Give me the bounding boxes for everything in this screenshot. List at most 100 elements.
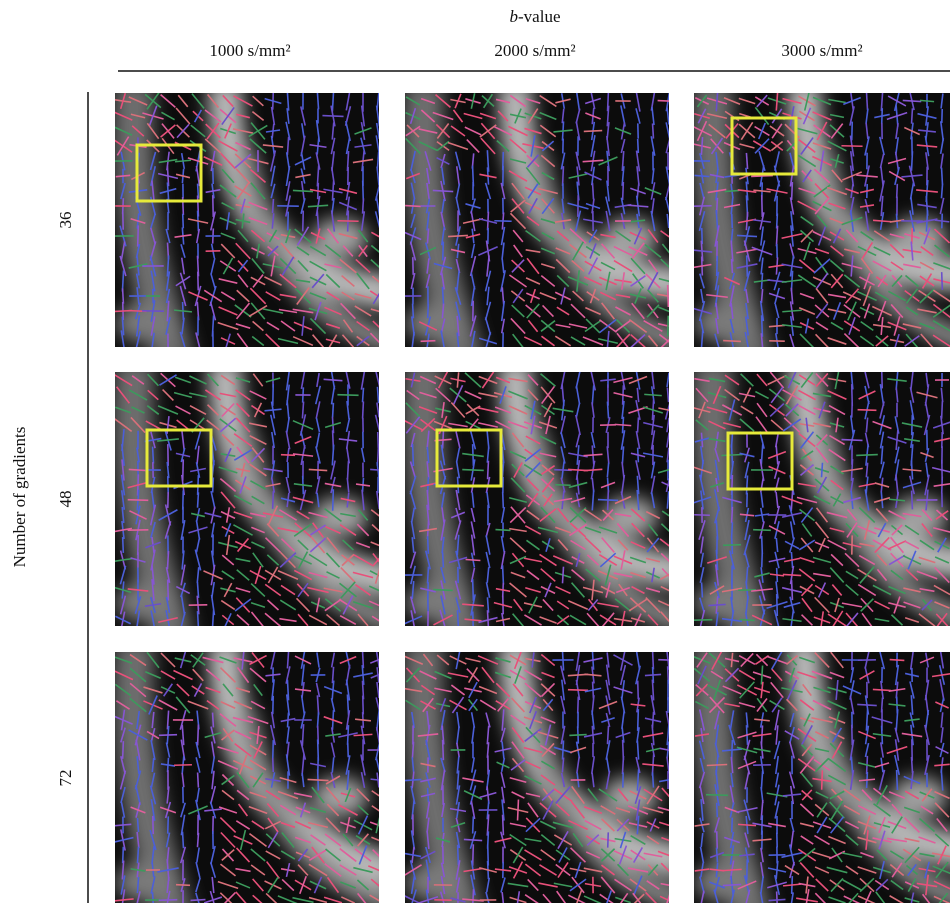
fiber — [309, 469, 327, 470]
fiber — [645, 674, 661, 675]
fiber — [198, 492, 199, 507]
fiber — [777, 892, 778, 903]
fiber — [433, 590, 452, 591]
fiber — [638, 139, 639, 153]
fiber — [159, 900, 178, 901]
fiber — [197, 833, 198, 847]
fiber — [653, 651, 654, 670]
fiber — [213, 713, 214, 728]
fiber — [867, 92, 868, 110]
fiber — [732, 818, 733, 833]
fiber — [363, 401, 364, 418]
fiber — [183, 832, 184, 849]
fiber — [942, 401, 943, 418]
fiber — [747, 859, 748, 880]
row-label: 36 — [56, 212, 76, 229]
fiber — [503, 565, 504, 584]
fiber — [427, 228, 428, 243]
title-rest: -value — [518, 7, 560, 26]
tissue-blob — [405, 582, 465, 622]
fiber — [428, 304, 429, 318]
image-panel — [692, 83, 950, 363]
image-panel — [403, 642, 685, 903]
fiber — [732, 507, 733, 523]
fiber — [723, 545, 741, 546]
fiber — [856, 455, 878, 456]
fiber — [707, 765, 727, 766]
fiber — [370, 469, 386, 470]
fiber — [942, 168, 943, 185]
fiber — [841, 440, 862, 441]
fiber — [897, 770, 898, 790]
fiber — [123, 741, 124, 759]
fiber — [488, 461, 489, 480]
fiber — [317, 93, 318, 110]
fiber — [413, 444, 414, 466]
image-panel — [112, 642, 395, 903]
fiber — [912, 108, 913, 123]
fiber — [608, 832, 609, 847]
fiber — [153, 447, 154, 464]
fiber — [753, 530, 771, 531]
fiber — [333, 403, 334, 417]
fiber — [769, 899, 786, 900]
fiber — [363, 388, 364, 402]
image-panel — [405, 83, 685, 363]
image-panel — [113, 362, 395, 642]
fiber — [692, 620, 713, 621]
fiber — [584, 131, 602, 132]
fiber — [405, 206, 421, 207]
fiber — [448, 235, 468, 236]
column-label: 1000 s/mm² — [209, 41, 290, 61]
fiber — [198, 611, 199, 629]
fiber — [911, 757, 912, 773]
column-label: 2000 s/mm² — [494, 41, 575, 61]
fiber — [732, 214, 733, 228]
fiber — [458, 845, 459, 865]
fiber — [598, 500, 618, 501]
fiber — [273, 740, 274, 760]
fiber — [737, 235, 757, 236]
fiber — [708, 604, 725, 605]
fiber — [852, 725, 853, 746]
fiber — [653, 123, 654, 138]
fiber — [762, 536, 763, 554]
fiber — [176, 885, 190, 886]
fiber — [428, 536, 429, 554]
column-label: 3000 s/mm² — [781, 41, 862, 61]
image-panel — [112, 83, 395, 363]
fiber — [518, 799, 519, 820]
fiber — [783, 574, 801, 575]
fiber — [942, 272, 943, 290]
fiber — [732, 522, 733, 538]
tissue-blob — [115, 303, 175, 343]
fiber — [317, 712, 318, 727]
fiber — [822, 770, 823, 789]
fiber — [822, 463, 823, 478]
fiber — [473, 579, 474, 601]
fiber — [303, 211, 304, 232]
title-italic: b — [510, 7, 519, 26]
fiber — [427, 567, 428, 584]
fiber — [903, 100, 922, 101]
fiber — [702, 582, 703, 597]
fiber — [912, 491, 913, 510]
fiber — [638, 681, 639, 700]
fiber — [198, 772, 199, 787]
fiber — [128, 500, 149, 501]
fiber — [287, 652, 288, 669]
panel-grid — [0, 0, 950, 903]
fiber — [941, 184, 942, 199]
fiber — [191, 900, 206, 901]
fiber — [762, 553, 763, 568]
fiber — [495, 530, 510, 531]
fiber — [593, 183, 594, 200]
fiber — [333, 489, 334, 511]
fiber — [473, 844, 474, 865]
fiber — [638, 709, 639, 731]
fiber — [114, 311, 132, 312]
fiber — [123, 537, 124, 553]
fiber — [873, 689, 891, 690]
tissue-blob — [312, 497, 368, 537]
fiber — [363, 181, 364, 202]
